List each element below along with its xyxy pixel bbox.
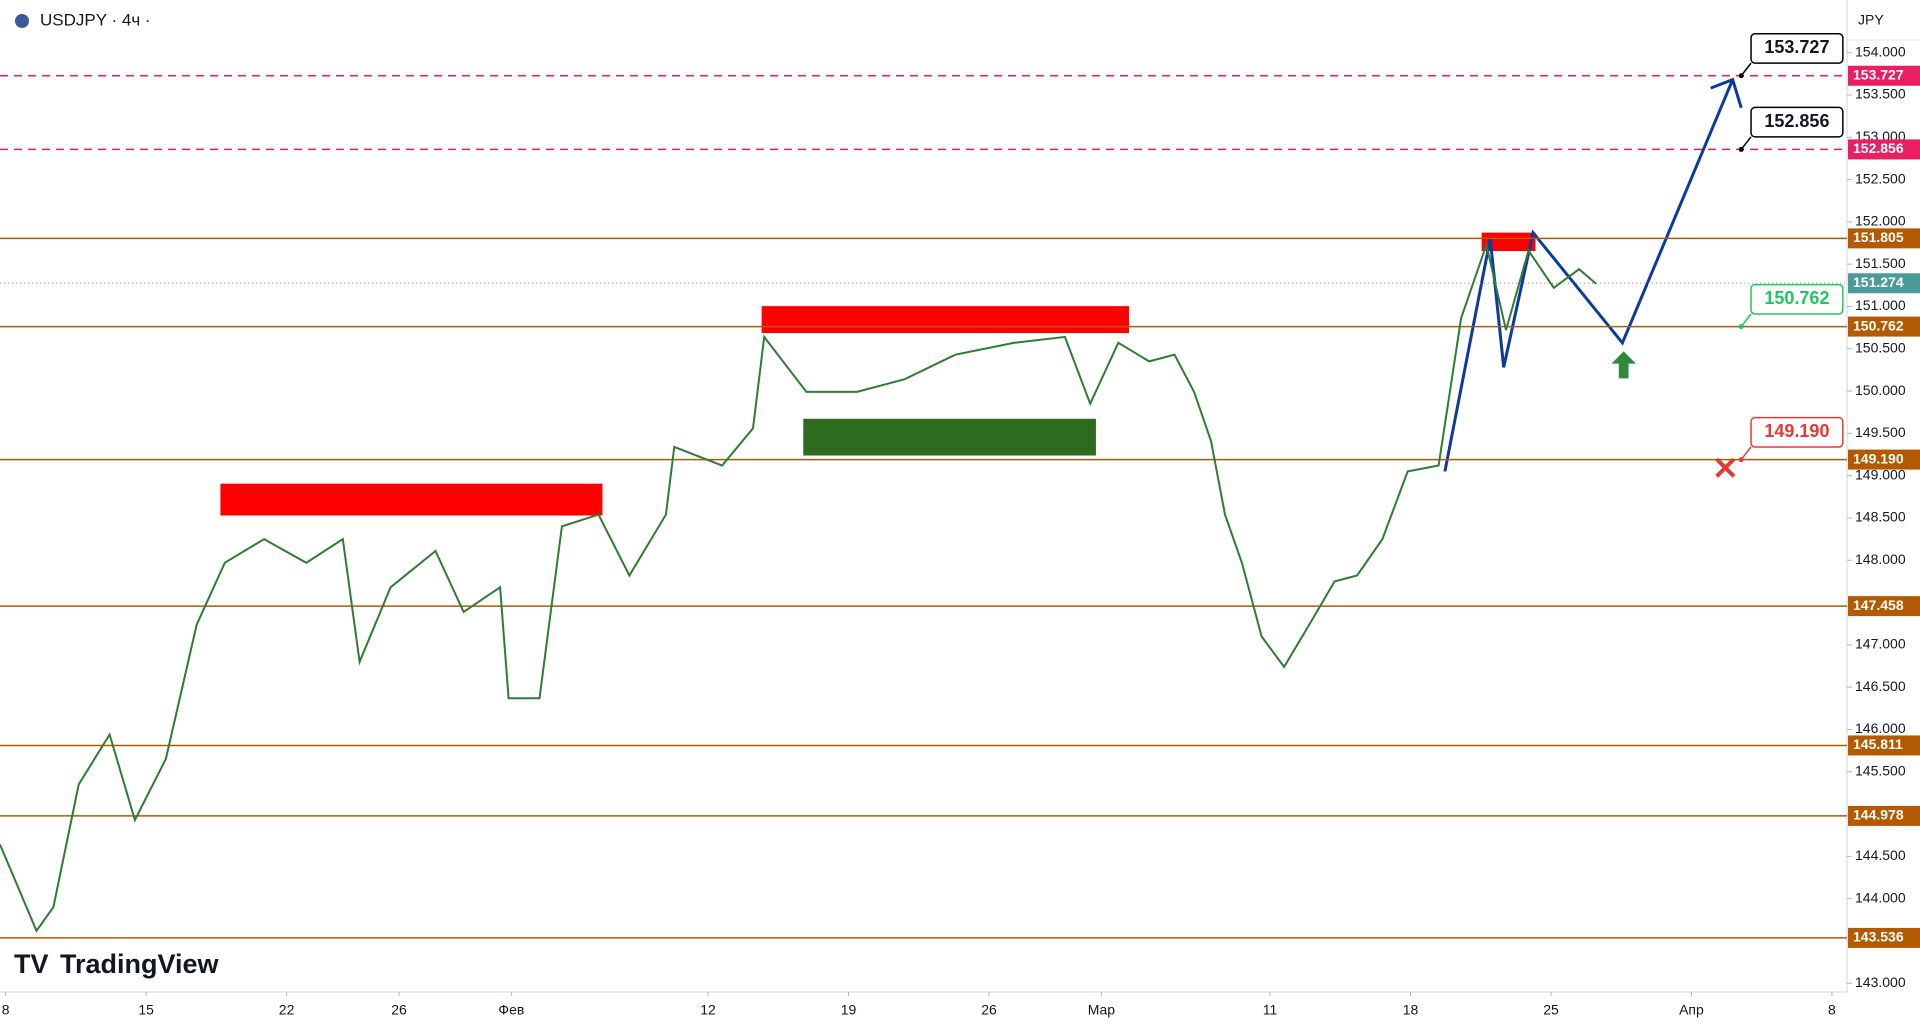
callout-dot: [1738, 73, 1744, 79]
zone: [220, 483, 603, 516]
callout-dot: [1738, 457, 1744, 463]
up-arrow: [1611, 351, 1636, 379]
x-tick-label: 26: [981, 1002, 997, 1018]
x-tick-label: 8: [1828, 1002, 1836, 1018]
zone: [803, 418, 1096, 456]
level-tag-label: 144.978: [1853, 807, 1904, 823]
x-tick-label: 12: [700, 1002, 716, 1018]
y-tick-label: 147.000: [1855, 636, 1906, 652]
callout-box: [1750, 32, 1844, 64]
brand-logo: TV: [14, 949, 49, 979]
projection-path: [1443, 79, 1735, 472]
callout-label: 152.856: [1764, 111, 1829, 131]
last-price-label: 151.274: [1853, 274, 1904, 290]
callout-label: 150.762: [1764, 288, 1829, 308]
level-tag: [1848, 316, 1920, 337]
y-tick-label: 143.000: [1855, 974, 1906, 990]
x-tick-label: 22: [279, 1002, 295, 1018]
price-line: [0, 241, 1597, 933]
x-tick-label: 15: [138, 1002, 154, 1018]
x-tick-label: 11: [1263, 1002, 1278, 1018]
x-tick-label: Фев: [498, 1002, 524, 1018]
level-tag-label: 145.811: [1853, 736, 1903, 752]
y-tick-label: 148.500: [1855, 509, 1906, 525]
zone: [1481, 232, 1536, 252]
callout-label: 149.190: [1764, 421, 1829, 441]
callout-leader: [1740, 136, 1752, 150]
x-tick-label: 19: [841, 1002, 857, 1018]
y-tick-label: 145.500: [1855, 762, 1906, 778]
flag-icon: [15, 14, 29, 28]
x-tick-label: Апр: [1679, 1002, 1704, 1018]
x-tick-label: 26: [391, 1002, 407, 1018]
y-tick-label: 152.000: [1855, 213, 1906, 229]
symbol-title: USDJPY · 4ч ·: [40, 10, 151, 29]
target-tag: [1848, 65, 1920, 86]
cross-mark: [1715, 457, 1736, 478]
x-tick-label: Мар: [1088, 1002, 1116, 1018]
brand: TradingView: [60, 949, 220, 979]
callout-dot: [1738, 324, 1744, 330]
level-tag-label: 143.536: [1853, 929, 1904, 945]
y-tick-label: 144.000: [1855, 889, 1906, 905]
currency: JPY: [1858, 12, 1884, 28]
zone: [761, 306, 1129, 334]
target-tag-label: 152.856: [1853, 140, 1904, 156]
level-tag: [1848, 596, 1920, 617]
level-tag: [1848, 735, 1920, 756]
callout-leader: [1740, 313, 1752, 328]
y-tick-label: 154.000: [1855, 43, 1906, 59]
x-tick-label: 18: [1403, 1002, 1419, 1018]
y-tick-label: 146.500: [1855, 678, 1906, 694]
target-tag-label: 153.727: [1853, 66, 1904, 82]
x-tick-label: 25: [1543, 1002, 1559, 1018]
callout-leader: [1740, 446, 1752, 461]
level-tag: [1848, 927, 1920, 948]
y-tick-label: 151.000: [1855, 297, 1906, 313]
last-price-tag: [1848, 273, 1920, 294]
level-tag: [1848, 228, 1920, 249]
callout-box: [1750, 283, 1844, 315]
level-tag: [1848, 805, 1920, 826]
level-tag-label: 151.805: [1853, 229, 1904, 245]
y-tick-label: 153.500: [1855, 86, 1906, 102]
y-tick-label: 151.500: [1855, 255, 1906, 271]
callout-dot: [1738, 146, 1744, 152]
y-tick-label: 149.500: [1855, 424, 1906, 440]
y-tick-label: 146.000: [1855, 720, 1906, 736]
y-tick-label: 148.000: [1855, 551, 1906, 567]
y-tick-label: 144.500: [1855, 847, 1906, 863]
level-tag-label: 150.762: [1853, 317, 1904, 333]
y-tick-label: 150.000: [1855, 382, 1906, 398]
callout-box: [1750, 416, 1844, 448]
y-tick-label: 149.000: [1855, 466, 1906, 482]
drawings: [220, 77, 1743, 516]
x-tick-label: 8: [2, 1002, 10, 1018]
y-tick-label: 152.500: [1855, 170, 1906, 186]
callout-label: 153.727: [1764, 37, 1829, 57]
y-tick-label: 150.500: [1855, 339, 1906, 355]
projection-arrowhead: [1710, 77, 1743, 109]
target-tag: [1848, 139, 1920, 160]
level-tag-label: 147.458: [1853, 597, 1904, 613]
level-tag: [1848, 449, 1920, 470]
callout-box: [1750, 106, 1844, 138]
callout-leader: [1740, 62, 1752, 77]
level-tag-label: 149.190: [1853, 450, 1904, 466]
